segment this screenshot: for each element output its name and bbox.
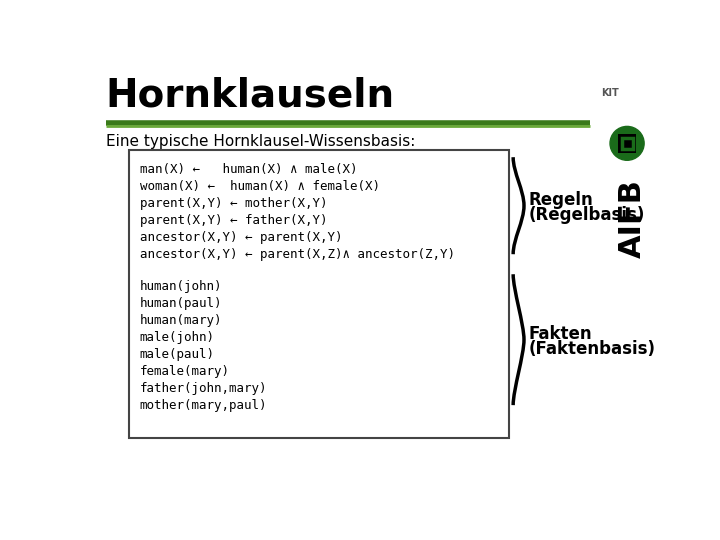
Text: mother(mary,paul): mother(mary,paul) [140,399,267,412]
Text: Hornklauseln: Hornklauseln [106,76,395,114]
Text: human(mary): human(mary) [140,314,222,327]
Text: woman(X) ←  human(X) ∧ female(X): woman(X) ← human(X) ∧ female(X) [140,180,379,193]
Text: (Regelbasis): (Regelbasis) [528,206,645,224]
FancyBboxPatch shape [129,150,508,438]
Text: man(X) ←   human(X) ∧ male(X): man(X) ← human(X) ∧ male(X) [140,164,357,177]
Text: (Faktenbasis): (Faktenbasis) [528,340,656,358]
Text: KIT: KIT [601,88,619,98]
Text: Fakten: Fakten [528,325,593,342]
Text: AIFB: AIFB [618,179,647,258]
Text: human(paul): human(paul) [140,298,222,310]
Text: ancestor(X,Y) ← parent(X,Y): ancestor(X,Y) ← parent(X,Y) [140,231,342,244]
Text: Eine typische Hornklausel-Wissensbasis:: Eine typische Hornklausel-Wissensbasis: [106,134,415,149]
Circle shape [610,126,644,160]
Text: human(john): human(john) [140,280,222,293]
FancyBboxPatch shape [621,138,632,148]
Text: male(john): male(john) [140,331,215,344]
Text: male(paul): male(paul) [140,348,215,361]
FancyBboxPatch shape [618,134,636,153]
Text: ancestor(X,Y) ← parent(X,Z)∧ ancestor(Z,Y): ancestor(X,Y) ← parent(X,Z)∧ ancestor(Z,… [140,248,454,261]
Text: Regeln: Regeln [528,191,593,208]
Text: parent(X,Y) ← mother(X,Y): parent(X,Y) ← mother(X,Y) [140,197,327,210]
Text: father(john,mary): father(john,mary) [140,382,267,395]
Text: parent(X,Y) ← father(X,Y): parent(X,Y) ← father(X,Y) [140,214,327,227]
Text: female(mary): female(mary) [140,365,230,378]
